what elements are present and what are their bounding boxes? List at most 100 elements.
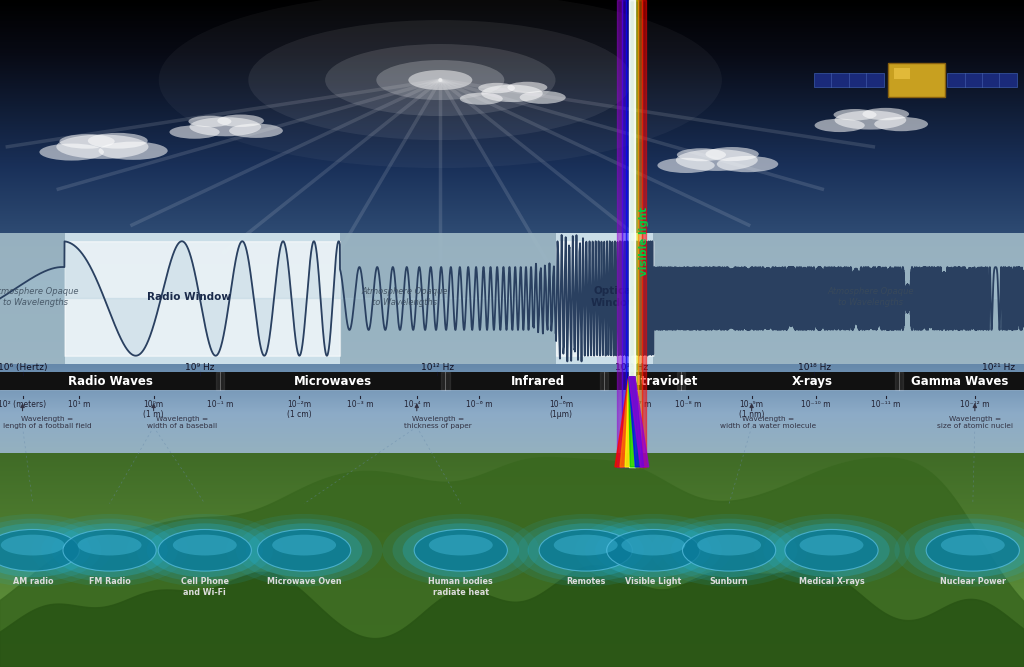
Text: FM Radio: FM Radio: [89, 578, 130, 586]
Ellipse shape: [0, 514, 112, 586]
Text: 10⁻⁸ m: 10⁻⁸ m: [675, 400, 701, 408]
Ellipse shape: [376, 60, 504, 100]
Bar: [888, 63, 945, 97]
Text: Human bodies
radiate heat: Human bodies radiate heat: [428, 578, 494, 597]
Ellipse shape: [507, 514, 665, 586]
Bar: [653, 233, 1024, 364]
Ellipse shape: [98, 141, 168, 160]
Ellipse shape: [926, 530, 1019, 571]
Ellipse shape: [677, 148, 726, 161]
Polygon shape: [625, 377, 635, 467]
Ellipse shape: [225, 514, 383, 586]
Ellipse shape: [159, 530, 252, 571]
Ellipse shape: [650, 514, 808, 586]
Ellipse shape: [409, 70, 472, 90]
Text: 10⁶ (Hertz): 10⁶ (Hertz): [0, 363, 47, 372]
Ellipse shape: [676, 149, 758, 171]
Ellipse shape: [31, 514, 188, 586]
Ellipse shape: [217, 115, 264, 127]
Ellipse shape: [862, 108, 909, 120]
Text: 10¹⁸ Hz: 10¹⁸ Hz: [798, 363, 830, 372]
Ellipse shape: [173, 535, 237, 556]
Ellipse shape: [763, 519, 900, 582]
Ellipse shape: [574, 514, 732, 586]
Text: Microwaves: Microwaves: [294, 375, 372, 388]
Text: 10⁻⁶ m: 10⁻⁶ m: [466, 400, 493, 408]
Ellipse shape: [136, 519, 273, 582]
Polygon shape: [614, 377, 635, 467]
Text: Wavelength =
size of atomic nuclei: Wavelength = size of atomic nuclei: [937, 416, 1013, 428]
Bar: [0, 233, 1024, 364]
Bar: [0, 372, 1024, 390]
Ellipse shape: [595, 524, 712, 577]
Text: Wavelength =
length of a football field: Wavelength = length of a football field: [3, 416, 91, 428]
Text: 10⁻¹² m: 10⁻¹² m: [961, 400, 989, 408]
Ellipse shape: [671, 524, 787, 577]
Text: Wavelength =
width of a baseball: Wavelength = width of a baseball: [147, 416, 217, 428]
Text: Optical
Window: Optical Window: [591, 286, 638, 307]
Text: 10⁻¹¹ m: 10⁻¹¹ m: [871, 400, 900, 408]
Ellipse shape: [773, 524, 890, 577]
Bar: [894, 68, 910, 79]
Ellipse shape: [188, 115, 231, 127]
Text: Visible Light: Visible Light: [626, 578, 681, 586]
Ellipse shape: [246, 524, 362, 577]
Text: Microwave Oven: Microwave Oven: [267, 578, 341, 586]
Ellipse shape: [834, 109, 877, 121]
Text: 10⁻⁴ m: 10⁻⁴ m: [403, 400, 430, 408]
Polygon shape: [629, 377, 639, 467]
Text: Radio Window: Radio Window: [147, 292, 231, 301]
Text: 10⁻⁷ m: 10⁻⁷ m: [625, 400, 651, 408]
Text: Atmosphere Opaque
to Wavelengths: Atmosphere Opaque to Wavelengths: [0, 287, 79, 307]
Ellipse shape: [189, 117, 261, 136]
Ellipse shape: [326, 44, 555, 116]
Bar: [0, 233, 65, 364]
Text: 10¹ m: 10¹ m: [68, 400, 90, 408]
Polygon shape: [629, 377, 643, 467]
Ellipse shape: [402, 524, 519, 577]
Ellipse shape: [697, 535, 761, 556]
Ellipse shape: [904, 519, 1024, 582]
Ellipse shape: [717, 156, 778, 172]
Text: 10¹² Hz: 10¹² Hz: [421, 363, 454, 372]
Ellipse shape: [517, 519, 654, 582]
Ellipse shape: [554, 535, 617, 556]
Ellipse shape: [78, 535, 141, 556]
Ellipse shape: [657, 158, 715, 173]
Ellipse shape: [272, 535, 336, 556]
Ellipse shape: [40, 143, 104, 161]
Ellipse shape: [236, 519, 373, 582]
Text: 10⁻²m
(1 cm): 10⁻²m (1 cm): [287, 400, 311, 419]
Ellipse shape: [478, 83, 515, 93]
Text: 10²¹ Hz: 10²¹ Hz: [982, 363, 1015, 372]
Text: 10² (meters): 10² (meters): [0, 400, 46, 408]
Text: Gamma Waves: Gamma Waves: [910, 375, 1009, 388]
Text: Wavelength =
width of a water molecule: Wavelength = width of a water molecule: [720, 416, 816, 428]
Ellipse shape: [229, 123, 283, 138]
Ellipse shape: [539, 530, 632, 571]
Text: 10⁰m
(1 m): 10⁰m (1 m): [143, 400, 164, 419]
Ellipse shape: [0, 524, 91, 577]
Text: Medical X-rays: Medical X-rays: [799, 578, 864, 586]
Ellipse shape: [63, 530, 156, 571]
Ellipse shape: [706, 147, 759, 161]
Ellipse shape: [126, 514, 284, 586]
Text: Remotes: Remotes: [566, 578, 605, 586]
Ellipse shape: [392, 519, 529, 582]
Bar: [556, 233, 653, 364]
Ellipse shape: [414, 530, 508, 571]
Text: Nuclear Power: Nuclear Power: [940, 578, 1006, 586]
Bar: [340, 233, 556, 364]
Ellipse shape: [682, 530, 776, 571]
Text: Wavelength =
thickness of paper: Wavelength = thickness of paper: [404, 416, 472, 428]
Ellipse shape: [660, 519, 798, 582]
Text: Radio Waves: Radio Waves: [69, 375, 153, 388]
Ellipse shape: [41, 519, 178, 582]
Text: Infrared: Infrared: [511, 375, 564, 388]
Text: 10⁻⁶m
(1μm): 10⁻⁶m (1μm): [549, 400, 573, 419]
Ellipse shape: [800, 535, 863, 556]
Text: 10⁻¹ m: 10⁻¹ m: [207, 400, 233, 408]
Polygon shape: [629, 377, 649, 467]
Ellipse shape: [382, 514, 540, 586]
Ellipse shape: [527, 524, 644, 577]
